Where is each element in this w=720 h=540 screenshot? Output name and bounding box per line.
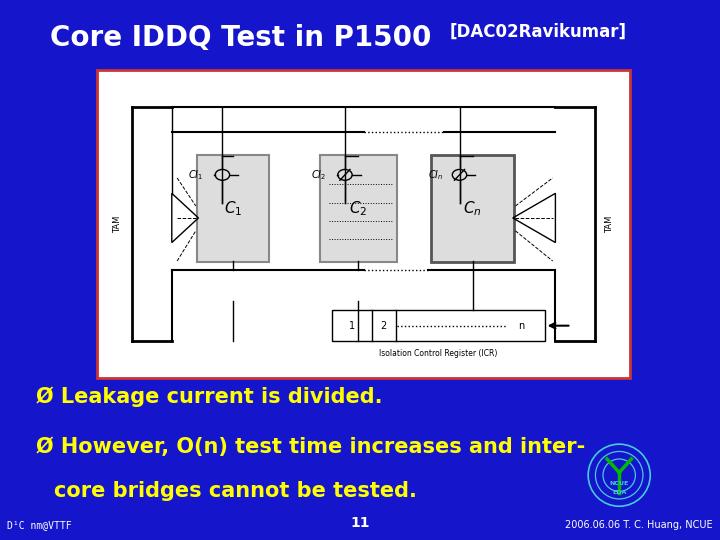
Text: 2: 2 — [380, 321, 387, 330]
FancyBboxPatch shape — [431, 156, 514, 262]
Text: $CI_n$: $CI_n$ — [428, 168, 444, 182]
Text: TAM: TAM — [113, 215, 122, 233]
Bar — [332, 310, 545, 341]
Text: TAM: TAM — [606, 215, 614, 233]
Text: [DAC02Ravikumar]: [DAC02Ravikumar] — [450, 23, 627, 40]
FancyBboxPatch shape — [197, 156, 269, 262]
Text: NCUE: NCUE — [610, 481, 629, 486]
Text: Ø However, O(n) test time increases and inter-: Ø However, O(n) test time increases and … — [36, 437, 585, 457]
Text: $CI_2$: $CI_2$ — [311, 168, 326, 182]
Text: EDA: EDA — [612, 490, 626, 495]
Text: core bridges cannot be tested.: core bridges cannot be tested. — [54, 481, 417, 501]
Text: $C_n$: $C_n$ — [464, 199, 482, 218]
Text: $C_1$: $C_1$ — [224, 199, 242, 218]
Text: 11: 11 — [350, 516, 370, 530]
Text: 2006.06.06 T. C. Huang, NCUE: 2006.06.06 T. C. Huang, NCUE — [565, 520, 713, 530]
Text: Isolation Control Register (ICR): Isolation Control Register (ICR) — [379, 349, 498, 357]
FancyBboxPatch shape — [320, 156, 397, 262]
Text: $C_2$: $C_2$ — [349, 199, 367, 218]
Text: D¹C nm@VTTF: D¹C nm@VTTF — [7, 520, 72, 530]
Text: Core IDDQ Test in P1500: Core IDDQ Test in P1500 — [50, 24, 441, 52]
Text: Ø Leakage current is divided.: Ø Leakage current is divided. — [36, 386, 382, 407]
Text: 1: 1 — [348, 321, 355, 330]
Bar — [97, 70, 630, 378]
Text: $CI_1$: $CI_1$ — [188, 168, 204, 182]
Text: n: n — [518, 321, 524, 330]
